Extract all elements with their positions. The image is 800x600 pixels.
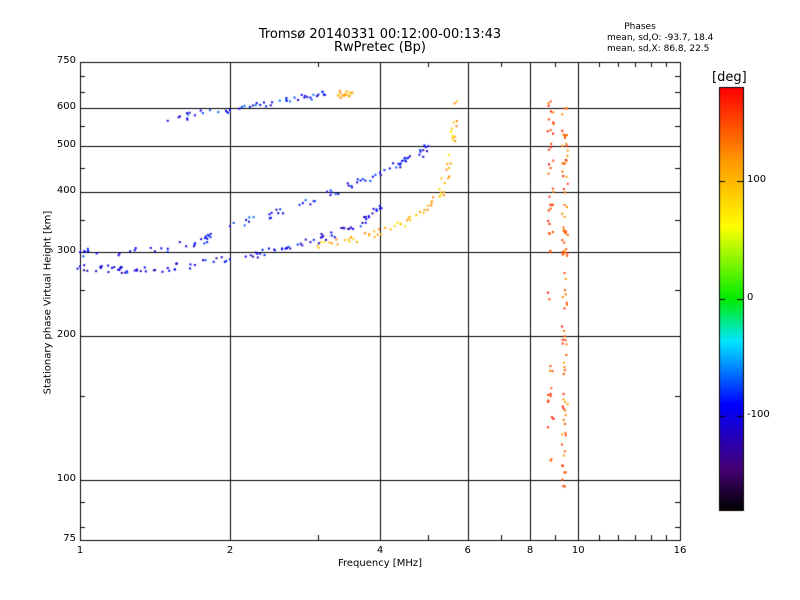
colorbar-tick-label: 100 bbox=[747, 174, 767, 185]
colorbar-tick-label: -100 bbox=[747, 409, 770, 420]
chart-subtitle: RwPretec (Bp) bbox=[333, 40, 427, 55]
x-tick-label: 10 bbox=[571, 545, 585, 556]
y-tick-label: 600 bbox=[56, 101, 76, 113]
y-tick-label: 300 bbox=[56, 245, 76, 257]
x-axis-label: Frequency [MHz] bbox=[337, 558, 423, 569]
y-tick-label: 750 bbox=[56, 55, 76, 66]
x-tick-label: 8 bbox=[526, 545, 534, 556]
x-tick-label: 6 bbox=[464, 545, 471, 556]
y-tick-label: 75 bbox=[63, 533, 76, 544]
x-tick-label: 1 bbox=[76, 545, 84, 556]
phases-heading: Phases bbox=[624, 22, 656, 32]
phases-o-values: -93.7, 18.4 bbox=[664, 33, 714, 43]
y-axis-label: Stationary phase Virtual Height [km] bbox=[42, 210, 54, 395]
x-tick-label: 2 bbox=[226, 545, 234, 556]
x-tick-label: 4 bbox=[376, 545, 384, 556]
phases-x-stats: mean, sd,X: 86.8, 22.5 bbox=[607, 44, 709, 54]
phases-o-stats: mean, sd,O: -93.7, 18.4 bbox=[607, 33, 713, 43]
phases-x-values: 86.8, 22.5 bbox=[663, 44, 710, 54]
colorbar-tick-label: 0 bbox=[747, 291, 754, 303]
y-tick-label: 400 bbox=[56, 185, 76, 197]
x-tick-label: 16 bbox=[673, 545, 687, 556]
phases-o-label: mean, sd,O: bbox=[607, 33, 662, 43]
phases-x-label: mean, sd,X: bbox=[607, 44, 661, 54]
y-tick-label: 100 bbox=[56, 473, 76, 485]
y-tick-label: 200 bbox=[56, 329, 76, 341]
y-tick-label: 500 bbox=[56, 139, 76, 151]
chart-title: Tromsø 20140331 00:12:00-00:13:43 bbox=[258, 27, 502, 42]
colorbar-label: [deg] bbox=[712, 70, 747, 85]
